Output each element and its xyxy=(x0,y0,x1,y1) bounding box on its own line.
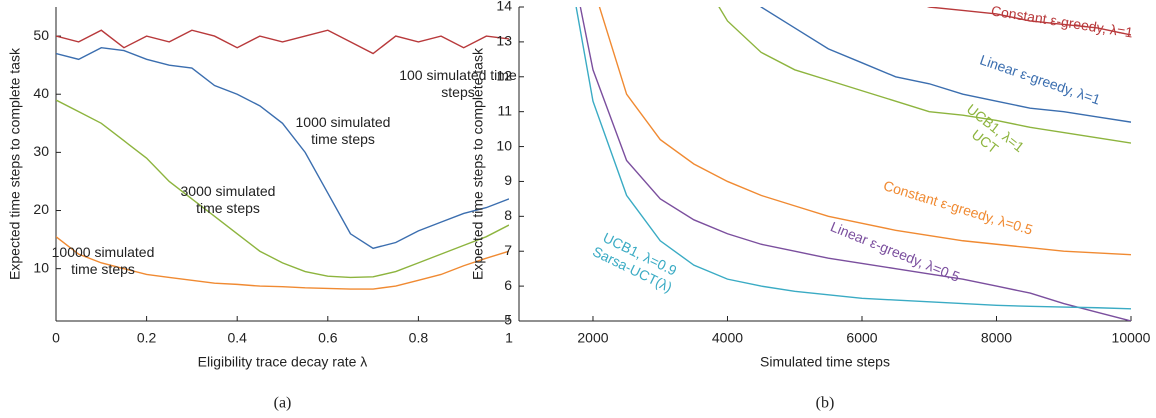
y-tick-label: 10 xyxy=(496,137,512,153)
series-line xyxy=(718,7,1131,144)
x-axis-label: Eligibility trace decay rate λ xyxy=(198,354,368,370)
y-tick-label: 50 xyxy=(33,27,49,43)
x-tick-label: 1 xyxy=(505,330,513,346)
x-tick-label: 8000 xyxy=(981,330,1012,346)
series-line xyxy=(760,7,1131,123)
y-tick-label: 6 xyxy=(504,277,512,293)
series-label: 1000 simulated time steps xyxy=(295,114,391,147)
series-line xyxy=(56,99,509,279)
series-label: 3000 simulated time steps xyxy=(180,183,276,216)
series-line xyxy=(56,236,509,290)
series-label: 100 simulated time steps xyxy=(399,67,517,100)
y-tick-label: 12 xyxy=(496,67,512,83)
y-tick-label: 20 xyxy=(33,201,49,217)
y-tick-label: 9 xyxy=(504,172,512,188)
y-tick-label: 8 xyxy=(504,207,512,223)
y-tick-label: 30 xyxy=(33,143,49,159)
y-tick-label: 11 xyxy=(497,102,512,118)
series-line xyxy=(575,7,1131,310)
series-label: 10000 simulated time steps xyxy=(51,244,155,277)
x-tick-label: 10000 xyxy=(1112,330,1151,346)
x-tick-label: 0 xyxy=(52,330,60,346)
x-tick-label: 0.6 xyxy=(318,330,338,346)
series-line xyxy=(598,7,1131,256)
x-axis-label: Simulated time steps xyxy=(760,354,890,370)
y-tick-label: 10 xyxy=(33,259,49,275)
y-axis-label: Expected time steps to complete task xyxy=(470,47,486,280)
y-tick-label: 14 xyxy=(496,0,512,14)
y-tick-label: 5 xyxy=(504,312,512,328)
x-tick-label: 4000 xyxy=(712,330,743,346)
caption: (a) xyxy=(274,395,292,412)
y-tick-label: 13 xyxy=(496,33,512,49)
series-line xyxy=(579,7,1131,321)
x-tick-label: 0.2 xyxy=(137,330,157,346)
y-tick-label: 40 xyxy=(33,85,49,101)
x-tick-label: 2000 xyxy=(577,330,608,346)
y-tick-label: 7 xyxy=(504,242,512,258)
y-axis-label: Expected time steps to complete task xyxy=(7,47,23,280)
series-line xyxy=(926,7,1131,36)
series-line xyxy=(56,29,509,55)
x-tick-label: 6000 xyxy=(846,330,877,346)
caption: (b) xyxy=(816,395,835,412)
x-tick-label: 0.8 xyxy=(409,330,429,346)
x-tick-label: 0.4 xyxy=(227,330,247,346)
series-line xyxy=(56,46,509,250)
